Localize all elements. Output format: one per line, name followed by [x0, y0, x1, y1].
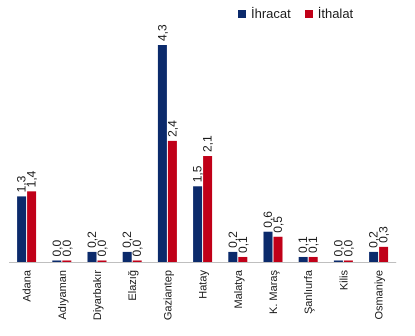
x-tick-label-2: Diyarbakır	[92, 270, 104, 320]
legend-item-ihracat: İhracat	[238, 6, 291, 21]
x-tick-label-9: Kilis	[338, 270, 350, 291]
data-label-ihracat-10: 0,2	[367, 231, 381, 248]
bar-ihracat-5	[193, 186, 203, 262]
bar-ihracat-7	[263, 231, 273, 262]
legend: İhracat İthalat	[238, 6, 353, 21]
data-label-ihracat-3: 0,2	[120, 231, 134, 248]
bar-ithalat-8	[308, 256, 318, 262]
bar-ithalat-4	[167, 140, 177, 262]
data-label-ihracat-9: 0,0	[331, 239, 345, 256]
x-tick-label-10: Osmaniye	[374, 270, 386, 320]
bar-ithalat-7	[273, 236, 283, 262]
bar-ihracat-2	[87, 251, 97, 262]
legend-label-ithalat: İthalat	[317, 6, 354, 21]
data-label-ihracat-2: 0,2	[85, 231, 99, 248]
x-tick-label-4: Gaziantep	[162, 270, 174, 320]
bar-ithalat-10	[379, 246, 389, 262]
bar-ithalat-9	[343, 260, 353, 262]
legend-swatch-ithalat	[304, 9, 313, 18]
bar-ithalat-5	[203, 156, 213, 262]
data-label-ihracat-1: 0,0	[50, 239, 64, 256]
x-tick-label-7: K. Maraş	[268, 270, 280, 315]
x-tick-label-1: Adıyaman	[57, 270, 69, 320]
bar-ihracat-4	[157, 45, 167, 262]
data-label-ithalat-1: 0,0	[60, 239, 74, 256]
data-label-ithalat-0: 1,4	[25, 170, 39, 187]
data-label-ithalat-4: 2,4	[165, 120, 179, 137]
bar-ithalat-6	[238, 256, 248, 262]
bar-ihracat-3	[122, 251, 132, 262]
x-tick-label-0: Adana	[22, 269, 34, 302]
bar-ithalat-3	[132, 260, 142, 262]
bar-ihracat-10	[369, 251, 379, 262]
data-label-ithalat-5: 2,1	[201, 135, 215, 152]
bar-ithalat-2	[97, 260, 107, 262]
legend-item-ithalat: İthalat	[304, 6, 354, 21]
bar-ihracat-0	[17, 196, 27, 262]
data-label-ithalat-10: 0,3	[377, 226, 391, 243]
data-label-ihracat-8: 0,1	[296, 236, 310, 253]
x-tick-label-5: Hatay	[198, 270, 210, 299]
x-tick-label-6: Malatya	[233, 269, 245, 308]
bar-ihracat-8	[298, 256, 308, 262]
x-tick-label-3: Elazığ	[127, 270, 139, 301]
data-label-ihracat-7: 0,6	[261, 211, 275, 228]
data-label-ithalat-2: 0,0	[95, 239, 109, 256]
bar-ithalat-1	[62, 260, 72, 262]
bar-ihracat-9	[333, 260, 343, 262]
data-label-ihracat-6: 0,2	[226, 231, 240, 248]
x-tick-label-8: Şanlıurfa	[303, 269, 315, 314]
legend-label-ihracat: İhracat	[251, 6, 291, 21]
data-label-ithalat-3: 0,0	[130, 239, 144, 256]
bar-ithalat-0	[27, 191, 37, 262]
data-label-ihracat-4: 4,3	[155, 24, 169, 41]
data-label-ihracat-0: 1,3	[15, 175, 29, 192]
bar-ihracat-6	[228, 251, 238, 262]
data-label-ithalat-6: 0,1	[236, 236, 250, 253]
legend-swatch-ihracat	[238, 9, 246, 18]
data-label-ithalat-7: 0,5	[271, 216, 285, 233]
data-label-ithalat-9: 0,0	[341, 239, 355, 256]
data-label-ithalat-8: 0,1	[306, 236, 320, 253]
data-label-ihracat-5: 1,5	[191, 165, 205, 182]
bar-ihracat-1	[52, 260, 62, 262]
